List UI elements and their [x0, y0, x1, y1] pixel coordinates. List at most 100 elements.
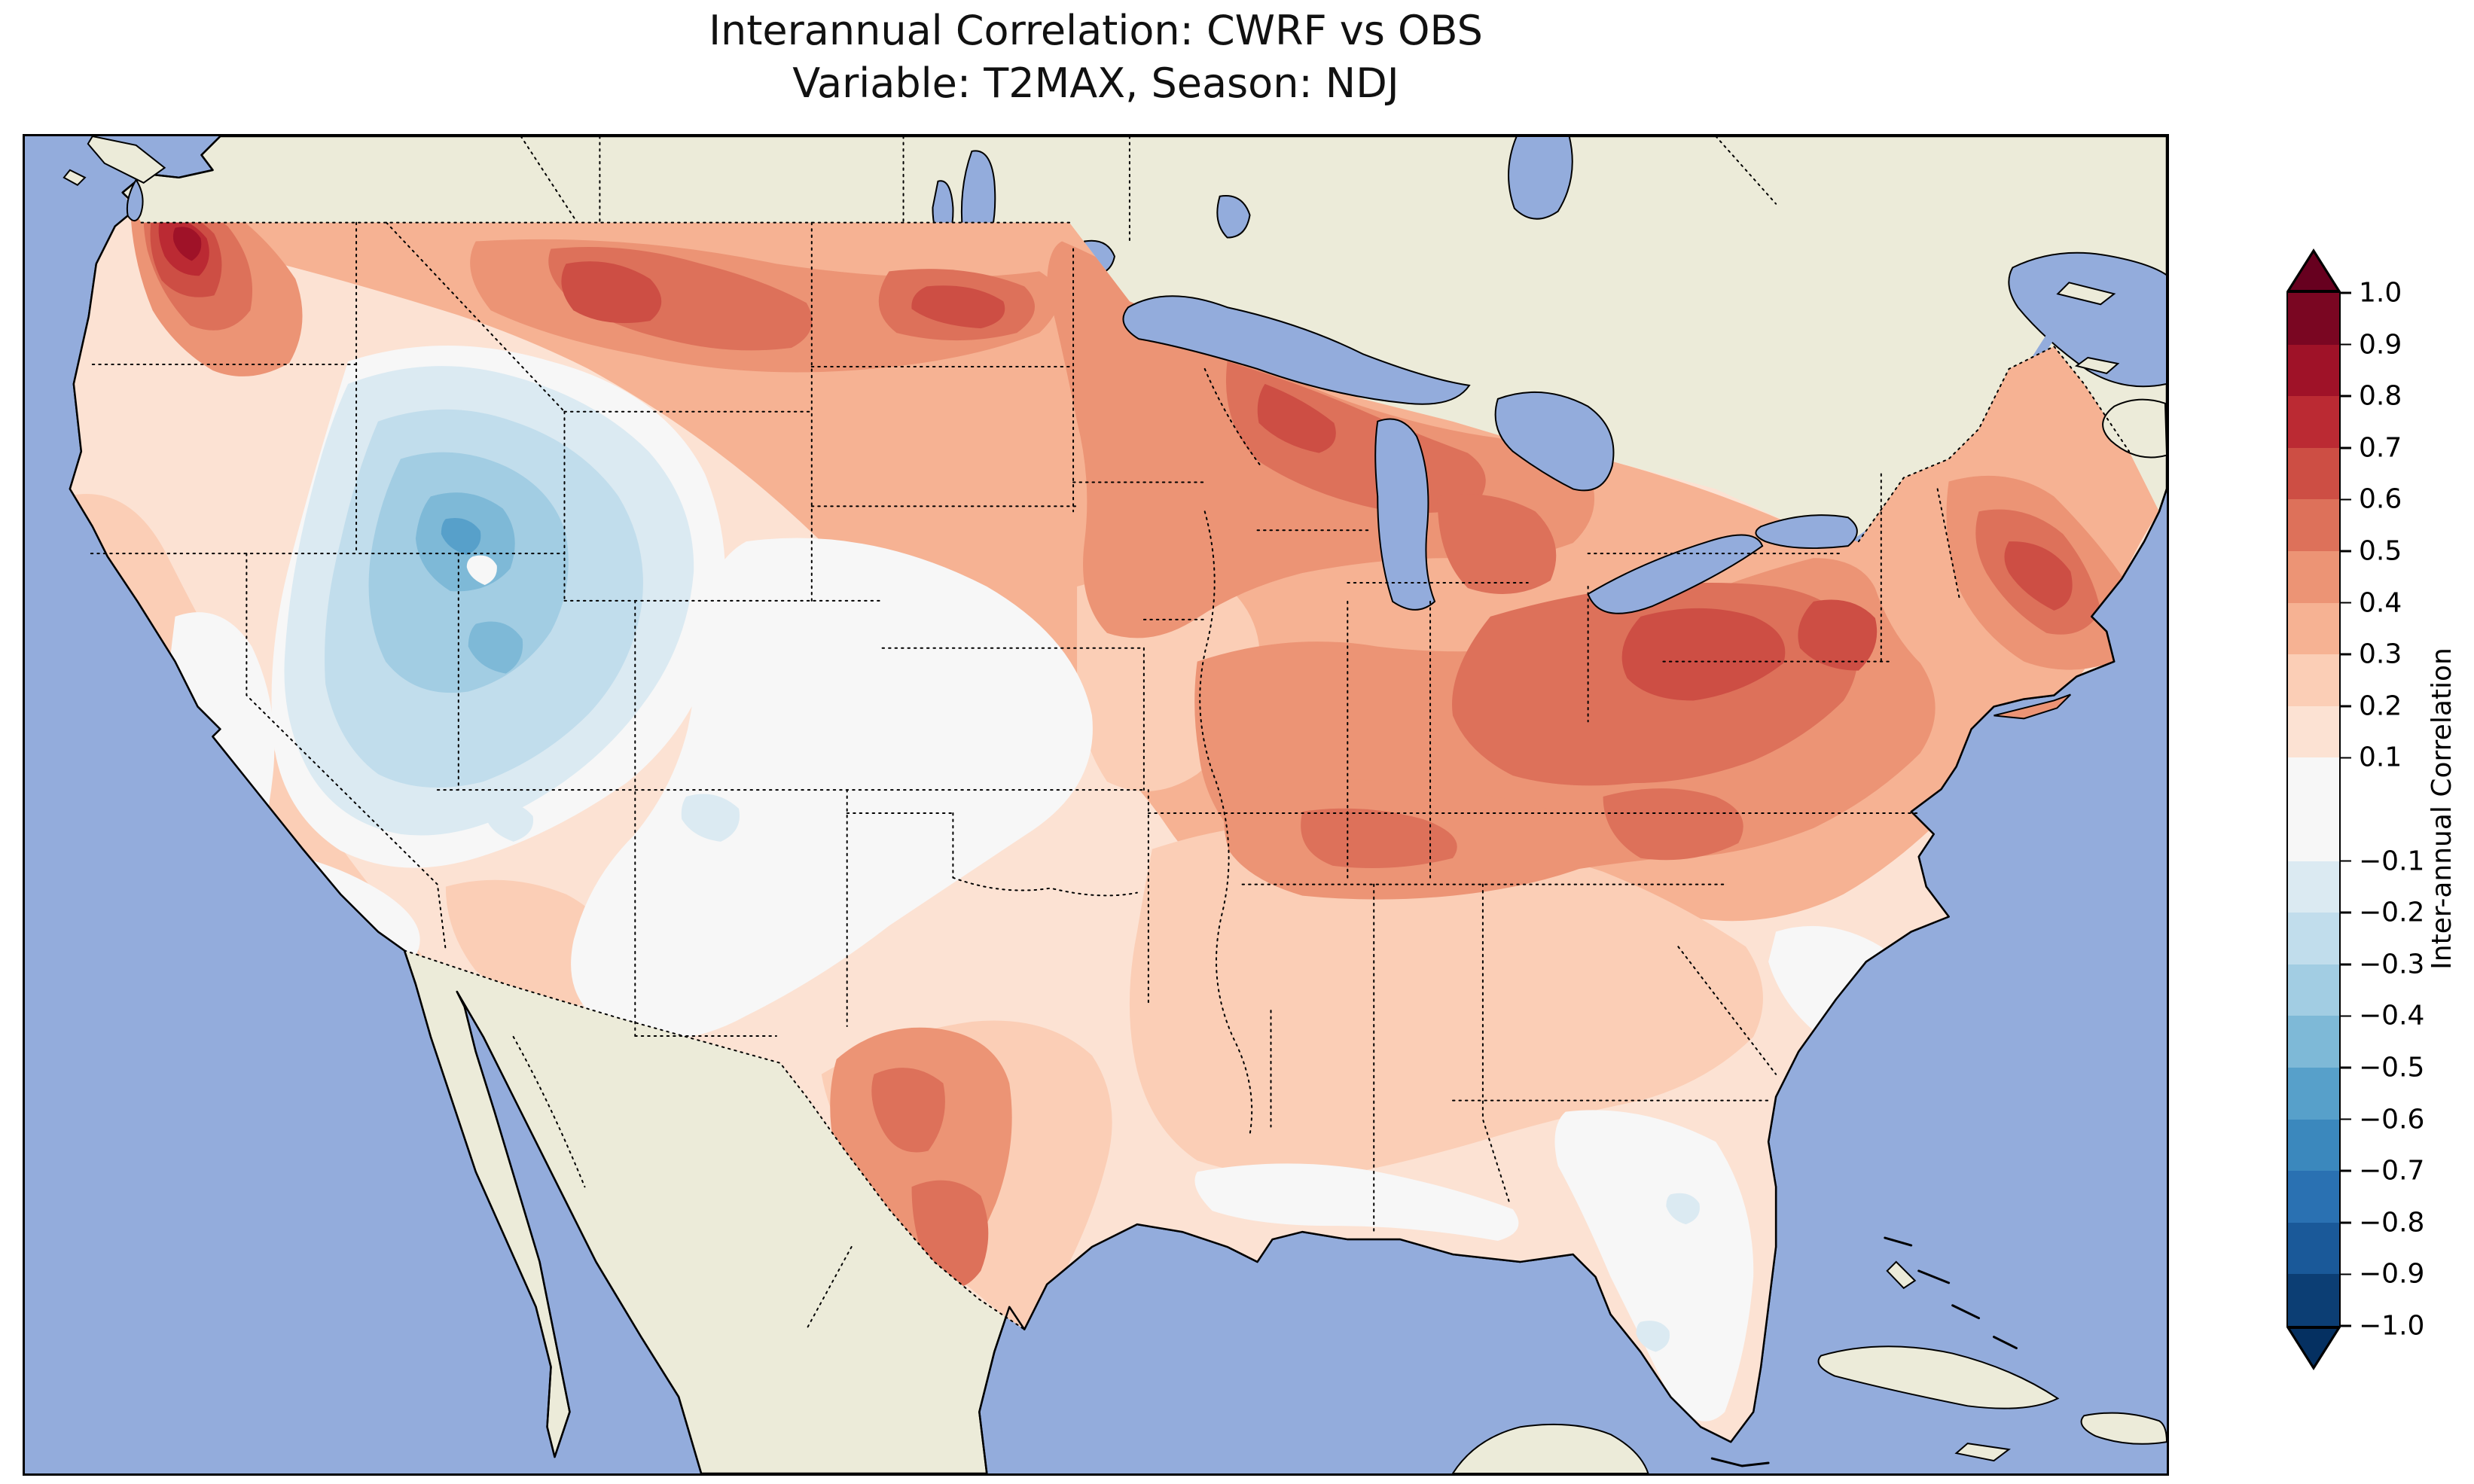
colorbar-band	[2288, 861, 2339, 913]
province-borders	[512, 136, 1777, 1330]
contour-florida-blue-1	[1666, 1193, 1700, 1225]
colorbar-band	[2288, 964, 2339, 1016]
lake-huron	[1494, 391, 1615, 492]
map-shape	[1715, 136, 1777, 205]
gulf-islands	[63, 169, 87, 187]
colorbar-tick: 0.3	[2339, 639, 2402, 670]
lake-superior	[1122, 295, 1471, 405]
map-panel	[23, 134, 2169, 1476]
contour-west-virginia-strong	[1603, 788, 1743, 861]
colorbar-tick: 0.1	[2339, 742, 2402, 773]
colorbar-tick: −0.6	[2339, 1104, 2424, 1135]
contour-wyoming-deep	[468, 621, 523, 674]
colorbar-tick-mark	[2341, 550, 2351, 553]
state-borders	[90, 221, 1961, 1233]
colorbar-tick-label: −0.7	[2359, 1155, 2425, 1187]
nova-scotia	[2102, 398, 2167, 459]
colorbar-band	[2288, 293, 2339, 345]
colorbar-band	[2288, 1119, 2339, 1172]
colorbar-tick-label: 0.1	[2359, 742, 2402, 773]
colorbar-tick-label: −1.0	[2359, 1310, 2425, 1342]
great-lakes	[126, 178, 1858, 614]
prince-edward-island	[2074, 356, 2120, 375]
colorbar-tick-mark	[2341, 911, 2351, 914]
lake-michigan	[1374, 418, 1436, 611]
colorbar-band	[2288, 447, 2339, 500]
colorbar-band	[2288, 1067, 2339, 1120]
colorbar-tick: −0.7	[2339, 1156, 2424, 1187]
map-shape	[1203, 367, 1262, 468]
map-shape	[403, 949, 1026, 1330]
andros-island	[1886, 1260, 1917, 1290]
map-shape	[385, 221, 566, 413]
lake-nipigon	[1216, 195, 1251, 239]
international-borders	[140, 221, 2131, 1330]
contour-florida-blue-2	[1636, 1321, 1670, 1352]
colorbar-arrow-under	[2290, 1329, 2337, 1366]
colorbar-tick-label: 1.0	[2359, 277, 2402, 309]
jamaica	[1954, 1443, 2011, 1462]
colorbar-tick-label: 0.7	[2359, 432, 2402, 464]
colorbar-tick-label: −0.3	[2359, 949, 2425, 980]
contour-gulf-coast-white	[1194, 1163, 1519, 1242]
colorbar-tick-mark	[2341, 860, 2351, 862]
colorbar-band	[2288, 1274, 2339, 1326]
contour-great-basin-speck	[441, 518, 481, 556]
contour-arizona-blue	[486, 803, 534, 842]
colorbar-tick: −0.1	[2339, 846, 2424, 876]
colorbar-tick-mark	[2341, 1066, 2351, 1069]
long-island	[1994, 693, 2071, 720]
colorbar-tick: −0.2	[2339, 897, 2424, 928]
colorbar-tick-mark	[2341, 343, 2351, 346]
contour-central-plains-white	[571, 538, 1093, 1040]
contour-west-montana-core	[561, 261, 662, 324]
colorbar-tick-label: −0.8	[2359, 1207, 2425, 1239]
colorbar: 1.0 0.9 0.8 0.7 0.6 0.5 0.4 0.3 0.2 0.1 −0.1 −0.2 −0…	[2286, 248, 2424, 1370]
colorbar-tick-label: 0.9	[2359, 329, 2402, 361]
colorbar-tick: −0.3	[2339, 949, 2424, 980]
colorbar-tick-label: −0.6	[2359, 1104, 2425, 1135]
colorbar-tick-mark	[2341, 653, 2351, 656]
colorbar-tick-label: −0.2	[2359, 897, 2425, 928]
colorbar-tick: 0.5	[2339, 536, 2402, 567]
colorbar-tick-label: −0.9	[2359, 1258, 2425, 1290]
florida-keys	[1710, 1457, 1770, 1467]
colorbar-tick: 0.7	[2339, 432, 2402, 463]
contour-kentucky-strong	[1301, 808, 1457, 869]
colorbar-tick-mark	[2341, 1118, 2351, 1120]
lake-ontario	[1755, 514, 1858, 550]
contour-michigan-strong	[1437, 494, 1557, 594]
contour-four-corners-blue	[681, 794, 740, 842]
colorbar-arrow-over	[2290, 253, 2337, 290]
colorbar-tick-mark	[2341, 446, 2351, 449]
contour-puget-darkest	[172, 227, 202, 261]
figure-title: Interannual Correlation: CWRF vs OBS Var…	[23, 5, 2169, 110]
colorbar-tick-label: 0.8	[2359, 380, 2402, 412]
colorbar-tick-mark	[2341, 1015, 2351, 1017]
contour-dakota-core	[911, 285, 1005, 329]
colorbar-band	[2288, 705, 2339, 758]
map-shape	[952, 876, 1138, 897]
colorbar-band	[2288, 344, 2339, 397]
colorbar-tick-mark	[2341, 963, 2351, 966]
lake-erie	[1587, 534, 1764, 614]
colorbar-tick: 0.2	[2339, 690, 2402, 721]
colorbar-band	[2288, 1222, 2339, 1275]
colorbar-tick-label: −0.1	[2359, 846, 2425, 877]
yucatan	[1451, 1423, 1649, 1473]
contour-new-york-core	[1798, 599, 1878, 671]
colorbar-axis-label: Inter-annual Correlation	[2427, 648, 2457, 970]
title-line-2: Variable: T2MAX, Season: NDJ	[792, 59, 1399, 108]
colorbar-band	[2288, 499, 2339, 551]
puget-sound	[126, 178, 144, 222]
anticosti-island	[2056, 282, 2116, 306]
contour-wisconsin-core	[1257, 383, 1336, 453]
colorbar-tick-mark	[2341, 498, 2351, 501]
title-line-1: Interannual Correlation: CWRF vs OBS	[709, 7, 1483, 54]
colorbar-band	[2288, 654, 2339, 706]
colorbar-tick-label: 0.4	[2359, 587, 2402, 619]
colorbar-over-arrow-outline	[2286, 248, 2341, 291]
map-shape	[512, 1035, 586, 1188]
colorbar-band	[2288, 1171, 2339, 1223]
colorbar-tick-mark	[2341, 1324, 2351, 1327]
